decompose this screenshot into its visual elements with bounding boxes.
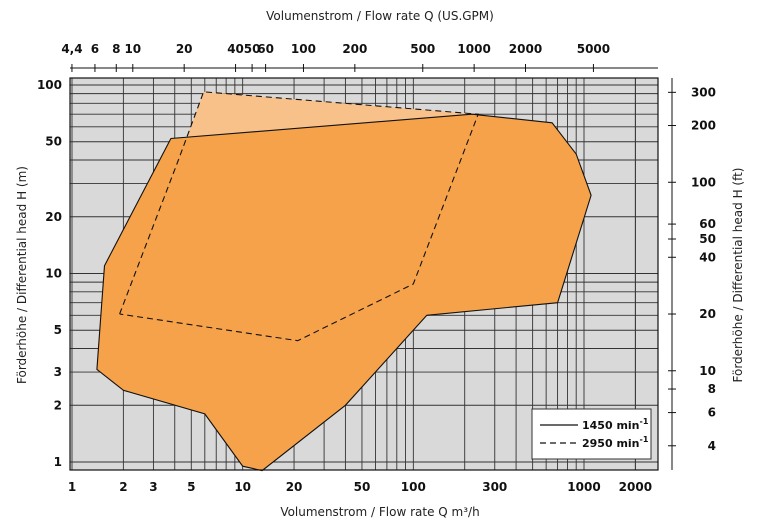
- legend-label: 2950 min-1: [582, 435, 649, 450]
- legend-label: 1450 min-1: [582, 417, 649, 432]
- x-bottom-tick-label: 2: [119, 480, 127, 494]
- tick-labels: 1 2 3 5 10 20 50 100 300 1000 2000 1 2 3 5 10 20 50 100 4,4…: [37, 42, 716, 494]
- y-left-tick-label: 3: [54, 365, 62, 379]
- x-top-tick-label: 4,4: [61, 42, 82, 56]
- y-right-tick-label: 200: [691, 119, 716, 133]
- x-bottom-tick-label: 3: [149, 480, 157, 494]
- axes: [69, 67, 673, 471]
- legend-box: [531, 408, 652, 460]
- x-top-tick-label: 40: [227, 42, 244, 56]
- x-bottom-tick-label: 2000: [619, 480, 652, 494]
- y-right-tick-label: 4: [708, 439, 716, 453]
- series-2950-outline: [119, 91, 479, 342]
- legend: 1450 min-1 2950 min-1: [531, 408, 652, 460]
- y-right-tick-label: 40: [699, 250, 716, 264]
- x-top-tick-label: 10: [124, 42, 141, 56]
- y-left-tick-label: 20: [45, 210, 62, 224]
- plot-border: [69, 77, 659, 471]
- x-top-tick-label: 6: [91, 42, 99, 56]
- x-top-tick-label: 60: [257, 42, 274, 56]
- y-left-tick-label: 5: [54, 323, 62, 337]
- x-bottom-tick-label: 20: [286, 480, 303, 494]
- series-1450-area: [96, 113, 592, 472]
- x-bottom-tick-label: 5: [187, 480, 195, 494]
- x-top-tick-label: 50: [244, 42, 261, 56]
- y-left-tick-label: 50: [45, 135, 62, 149]
- y-right-tick-label: 60: [699, 217, 716, 231]
- y-right-tick-label: 300: [691, 85, 716, 99]
- x-top-tick-label: 500: [410, 42, 435, 56]
- y-right-tick-label: 100: [691, 175, 716, 189]
- x-bottom-tick-label: 10: [234, 480, 251, 494]
- x-top-tick-label: 100: [291, 42, 316, 56]
- x-bottom-tick-label: 1: [68, 480, 76, 494]
- y-right-tick-label: 50: [699, 232, 716, 246]
- y-right-tick-label: 20: [699, 307, 716, 321]
- x-top-tick-label: 20: [176, 42, 193, 56]
- x-bottom-tick-label: 100: [401, 480, 426, 494]
- x-top-tick-label: 8: [112, 42, 120, 56]
- y-right-tick-label: 10: [699, 364, 716, 378]
- y-left-tick-label: 1: [54, 455, 62, 469]
- y-left-tick-label: 10: [45, 267, 62, 281]
- y-left-tick-label: 100: [37, 78, 62, 92]
- y-left-tick-label: 2: [54, 398, 62, 412]
- y-right-tick-label: 8: [708, 382, 716, 396]
- x-bottom-tick-label: 1000: [567, 480, 600, 494]
- y-right-tick-label: 6: [708, 406, 716, 420]
- y-left-axis-title: Förderhöhe / Differential head H (m): [15, 166, 29, 384]
- x-top-tick-label: 200: [342, 42, 367, 56]
- x-bottom-axis-title: Volumenstrom / Flow rate Q m³/h: [280, 505, 479, 519]
- x-bottom-tick-label: 300: [482, 480, 507, 494]
- x-top-tick-label: 2000: [509, 42, 542, 56]
- x-top-tick-label: 5000: [577, 42, 610, 56]
- y-right-axis-title: Förderhöhe / Differential head H (ft): [731, 168, 745, 383]
- x-bottom-tick-label: 50: [354, 480, 371, 494]
- x-top-axis-title: Volumenstrom / Flow rate Q (US.GPM): [266, 9, 494, 23]
- series-areas: [96, 91, 592, 472]
- x-top-tick-label: 1000: [457, 42, 490, 56]
